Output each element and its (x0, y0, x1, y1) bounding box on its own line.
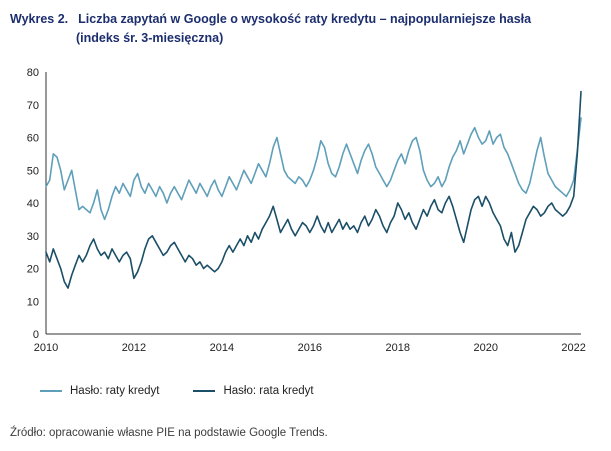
chart-number: Wykres 2. (10, 12, 69, 26)
svg-text:2022: 2022 (561, 342, 585, 354)
chart-area: 0 10 20 30 40 50 60 70 80 2010 2012 2014 2016 2018 202… (12, 62, 611, 367)
svg-text:50: 50 (27, 165, 39, 177)
svg-text:30: 30 (27, 230, 39, 242)
legend-label-raty-kredyt: Hasło: raty kredyt (70, 384, 160, 397)
legend-swatch-rata-kredyt (193, 389, 216, 392)
svg-text:0: 0 (33, 329, 39, 341)
legend: Hasło: raty kredyt Hasło: rata kredyt (40, 385, 611, 397)
legend-label-rata-kredyt: Hasło: rata kredyt (223, 384, 314, 397)
svg-text:2016: 2016 (298, 342, 322, 354)
svg-text:2010: 2010 (34, 342, 58, 354)
svg-text:2012: 2012 (122, 342, 146, 354)
line-chart: 0 10 20 30 40 50 60 70 80 2010 2012 2014 2016 2018 202… (27, 67, 586, 354)
legend-item-raty-kredyt: Hasło: raty kredyt (40, 385, 159, 397)
svg-text:2020: 2020 (473, 342, 497, 354)
chart-subtitle: (indeks śr. 3-miesięczna) (76, 30, 224, 45)
chart-title-text: Liczba zapytań w Google o wysokość raty … (78, 12, 532, 26)
svg-text:40: 40 (27, 198, 39, 210)
legend-swatch-raty-kredyt (40, 389, 62, 392)
svg-text:70: 70 (27, 99, 39, 111)
source-note: Źródło: opracowanie własne PIE na podsta… (10, 427, 328, 439)
legend-item-rata-kredyt: Hasło: rata kredyt (193, 384, 314, 397)
svg-text:10: 10 (27, 296, 39, 308)
svg-text:80: 80 (27, 67, 39, 79)
svg-text:2014: 2014 (210, 342, 234, 354)
chart-title: Wykres 2. Liczba zapytań w Google o wyso… (0, 0, 611, 48)
svg-text:2018: 2018 (386, 342, 410, 354)
svg-text:20: 20 (27, 263, 39, 275)
svg-text:60: 60 (27, 132, 39, 144)
